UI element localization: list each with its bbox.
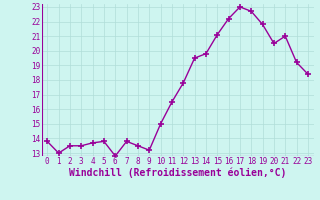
X-axis label: Windchill (Refroidissement éolien,°C): Windchill (Refroidissement éolien,°C) [69, 168, 286, 178]
